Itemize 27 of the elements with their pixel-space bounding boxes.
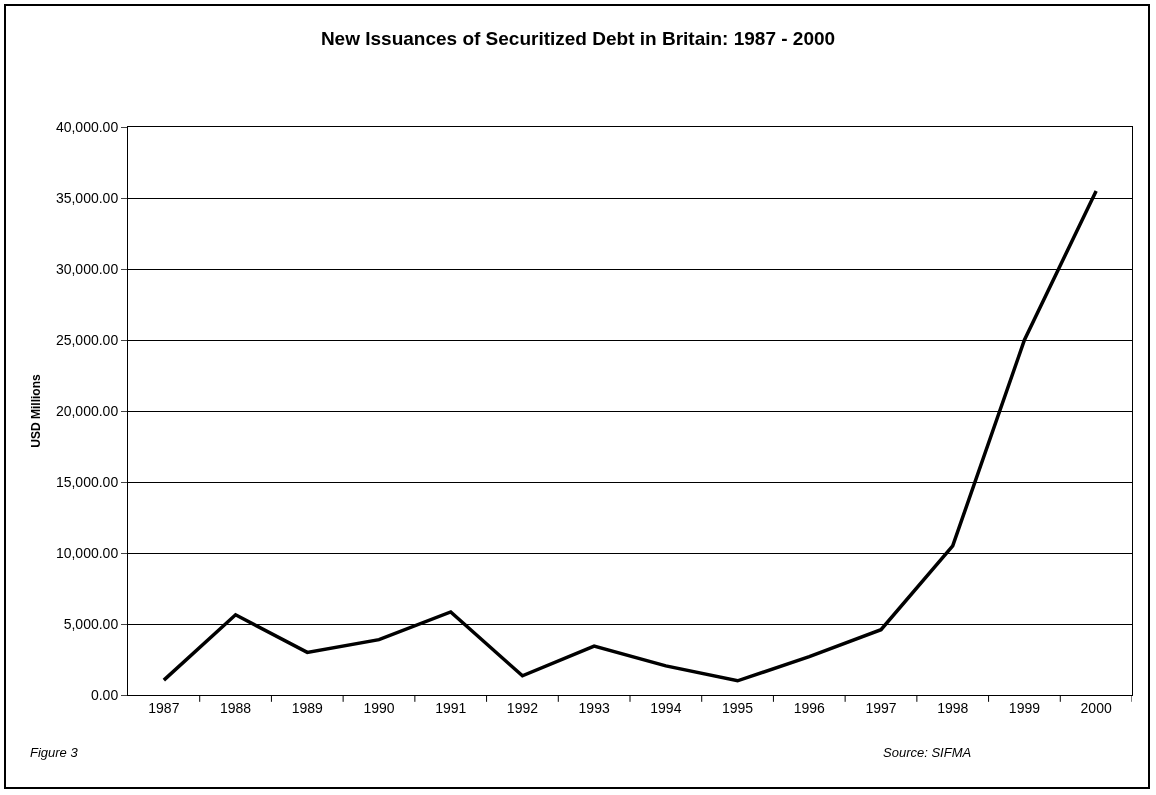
x-tick-label: 1997 (865, 699, 897, 716)
x-tick-label: 1999 (1008, 699, 1041, 716)
y-tick-label: 0.00 (90, 686, 119, 703)
y-axis-title: USD Millions (29, 374, 44, 448)
source-note: Source: SIFMA (883, 745, 972, 760)
x-tick-label: 1992 (506, 699, 539, 716)
x-tick-label: 1988 (219, 699, 252, 716)
caption: Figure 3 (30, 745, 79, 760)
x-tick-label: 2000 (1080, 699, 1112, 716)
x-tick-label: 1991 (435, 699, 467, 716)
x-tick-label: 1998 (937, 699, 969, 716)
y-tick-label: 15,000.00 (55, 473, 119, 490)
y-tick-label: 30,000.00 (55, 260, 119, 277)
x-tick-label: 1993 (578, 699, 610, 716)
y-tick-label: 5,000.00 (63, 615, 119, 632)
x-tick-label: 1994 (650, 699, 682, 716)
x-tick-label: 1996 (793, 699, 826, 716)
y-tick-label: 25,000.00 (55, 331, 119, 348)
y-tick-label: 10,000.00 (55, 544, 119, 561)
x-tick-label: 1995 (721, 699, 754, 716)
y-tick-label: 40,000.00 (55, 118, 119, 135)
x-tick-label: 1990 (363, 699, 395, 716)
y-tick-label: 20,000.00 (55, 402, 119, 419)
chart-title: New Issuances of Securitized Debt in Britain: 1987 - 2000 (320, 28, 836, 50)
x-tick-label: 1987 (148, 699, 180, 716)
y-tick-label: 35,000.00 (55, 189, 119, 206)
x-tick-label: 1989 (291, 699, 324, 716)
